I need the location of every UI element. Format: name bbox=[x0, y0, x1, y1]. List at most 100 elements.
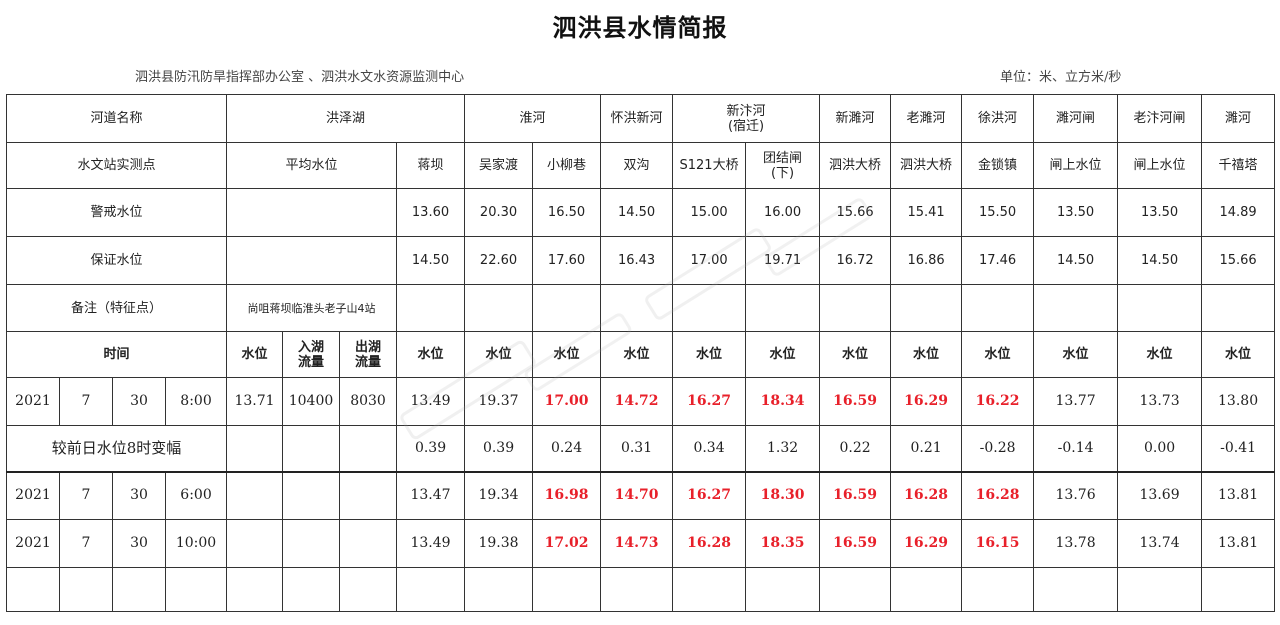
empty-cell bbox=[464, 284, 534, 332]
guarantee-level-cell: 17.00 bbox=[672, 236, 747, 285]
empty-cell bbox=[282, 425, 341, 472]
guarantee-level-cell: 22.60 bbox=[464, 236, 534, 285]
month-cell: 7 bbox=[59, 470, 113, 520]
year-cell: 2021 bbox=[6, 519, 60, 568]
change-value-cell: 0.39 bbox=[396, 425, 466, 472]
outflow-cell: 8030 bbox=[339, 377, 398, 426]
change-value-cell: -0.14 bbox=[1033, 425, 1119, 472]
change-value-cell: 0.22 bbox=[819, 425, 892, 472]
level-value-cell: 16.28 bbox=[890, 470, 963, 520]
level-value-cell: 14.72 bbox=[600, 377, 674, 426]
empty-cell bbox=[672, 567, 747, 612]
empty-cell bbox=[890, 284, 963, 332]
level-value-cell: 16.27 bbox=[672, 470, 747, 520]
level-value-cell: 13.80 bbox=[1201, 377, 1276, 426]
river-xinsui: 新濉河 bbox=[819, 94, 892, 143]
empty-cell bbox=[396, 567, 466, 612]
empty-cell bbox=[6, 567, 60, 612]
guarantee-level-cell: 15.66 bbox=[1201, 236, 1276, 285]
guarantee-level-label: 保证水位 bbox=[5, 236, 228, 285]
empty-cell bbox=[819, 284, 892, 332]
warning-level-cell: 14.50 bbox=[600, 188, 674, 237]
river-suihe: 濉河 bbox=[1201, 94, 1276, 143]
change-value-cell: -0.41 bbox=[1201, 425, 1276, 472]
level-header: 水位 bbox=[1117, 331, 1203, 378]
empty-cell bbox=[1117, 567, 1203, 612]
level-value-cell: 13.69 bbox=[1117, 470, 1203, 520]
river-xuhong: 徐洪河 bbox=[961, 94, 1035, 143]
empty-cell bbox=[745, 567, 821, 612]
guarantee-level-cell: 17.60 bbox=[532, 236, 602, 285]
change-value-cell: 1.32 bbox=[745, 425, 821, 472]
time-cell: 8:00 bbox=[164, 377, 228, 426]
level-value-cell: 19.34 bbox=[464, 470, 534, 520]
inflow-header: 入湖 流量 bbox=[282, 331, 341, 378]
level-value-cell: 13.78 bbox=[1033, 519, 1119, 568]
month-cell: 7 bbox=[59, 377, 113, 426]
time-cell: 6:00 bbox=[164, 470, 228, 520]
unit-note: 单位：米、立方米/秒 bbox=[1000, 70, 1122, 85]
station-cell: 团结闸 (下) bbox=[745, 142, 821, 189]
level-header: 水位 bbox=[600, 331, 674, 378]
level-value-cell: 16.59 bbox=[819, 519, 892, 568]
level-header: 水位 bbox=[1033, 331, 1119, 378]
level-header: 水位 bbox=[890, 331, 963, 378]
warning-level-cell: 15.00 bbox=[672, 188, 747, 237]
empty-cell bbox=[890, 567, 963, 612]
guarantee-level-cell: 14.50 bbox=[396, 236, 466, 285]
station-cell: 蒋坝 bbox=[396, 142, 466, 189]
day-cell: 30 bbox=[112, 519, 166, 568]
guarantee-level-cell: 16.43 bbox=[600, 236, 674, 285]
month-cell: 7 bbox=[59, 519, 113, 568]
empty-row bbox=[6, 567, 1276, 612]
change-value-cell: 0.39 bbox=[464, 425, 534, 472]
report-title: 泗洪县水情简报 bbox=[552, 14, 728, 42]
level-value-cell: 14.70 bbox=[600, 470, 674, 520]
empty-cell bbox=[226, 519, 284, 568]
river-name-label: 河道名称 bbox=[5, 94, 228, 143]
year-cell: 2021 bbox=[6, 377, 60, 426]
river-huaihong-xinhe: 怀洪新河 bbox=[600, 94, 674, 143]
empty-cell bbox=[396, 284, 466, 332]
empty-cell bbox=[282, 470, 341, 520]
average-level-label: 平均水位 bbox=[226, 142, 398, 189]
river-xinbian: 新汴河 (宿迁) bbox=[672, 94, 821, 143]
time-header-row: 时间 水位 入湖 流量 出湖 流量 水位 水位 水位 水位 水位 水位 水位 水… bbox=[5, 331, 1276, 378]
level-value-cell: 13.74 bbox=[1117, 519, 1203, 568]
level-value-cell: 16.28 bbox=[672, 519, 747, 568]
level-value-cell: 13.47 bbox=[396, 470, 466, 520]
level-value-cell: 13.81 bbox=[1201, 519, 1276, 568]
empty-cell bbox=[745, 284, 821, 332]
station-label: 水文站实测点 bbox=[5, 142, 228, 189]
warning-level-cell: 14.89 bbox=[1201, 188, 1276, 237]
level-header: 水位 bbox=[961, 331, 1035, 378]
empty-cell bbox=[226, 567, 284, 612]
river-huai: 淮河 bbox=[464, 94, 602, 143]
guarantee-level-cell: 16.72 bbox=[819, 236, 892, 285]
empty-cell bbox=[1033, 567, 1119, 612]
issuing-organization: 泗洪县防汛防旱指挥部办公室 、泗洪水文水资源监测中心 bbox=[135, 70, 465, 85]
level-value-cell: 13.73 bbox=[1117, 377, 1203, 426]
guarantee-level-cell: 19.71 bbox=[745, 236, 821, 285]
level-value-cell: 16.15 bbox=[961, 519, 1035, 568]
empty-cell bbox=[1033, 284, 1119, 332]
station-cell: 泗洪大桥 bbox=[890, 142, 963, 189]
level-value-cell: 13.77 bbox=[1033, 377, 1119, 426]
level-header: 水位 bbox=[1201, 331, 1276, 378]
river-suihe-gate: 濉河闸 bbox=[1033, 94, 1119, 143]
level-header: 水位 bbox=[396, 331, 466, 378]
remark-row: 备注（特征点） 尚咀蒋坝临淮头老子山4站 bbox=[5, 284, 1276, 332]
reading-row-1000: 2021 7 30 10:00 13.49 19.38 17.02 14.73 … bbox=[6, 519, 1276, 568]
level-value-cell: 19.38 bbox=[464, 519, 534, 568]
empty-cell bbox=[600, 567, 674, 612]
day-cell: 30 bbox=[112, 377, 166, 426]
level-value-cell: 13.81 bbox=[1201, 470, 1276, 520]
station-cell: 吴家渡 bbox=[464, 142, 534, 189]
empty-cell bbox=[226, 188, 398, 237]
empty-cell bbox=[1117, 284, 1203, 332]
warning-level-label: 警戒水位 bbox=[5, 188, 228, 237]
level-value-cell: 17.00 bbox=[532, 377, 602, 426]
level-value-cell: 14.73 bbox=[600, 519, 674, 568]
level-value-cell: 13.49 bbox=[396, 377, 466, 426]
water-report-table: 河道名称 洪泽湖 淮河 怀洪新河 新汴河 (宿迁) 新濉河 老濉河 徐洪河 濉河… bbox=[5, 94, 1276, 612]
